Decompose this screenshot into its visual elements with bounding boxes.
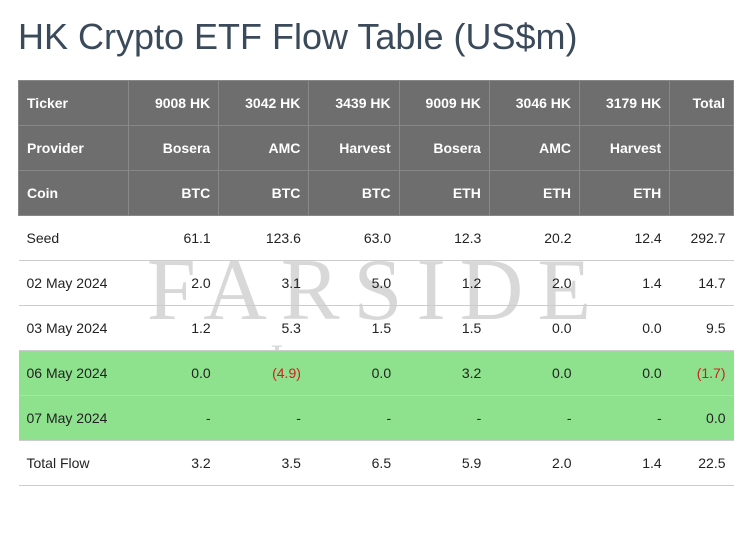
data-cell: 3.2 [129,441,219,486]
header-cell: AMC [489,126,579,171]
header-cell [670,126,734,171]
header-cell: BTC [129,171,219,216]
data-cell: 0.0 [670,396,734,441]
data-cell: 3.1 [219,261,309,306]
header-cell: 3179 HK [580,81,670,126]
data-cell: 0.0 [580,351,670,396]
table-container: FARSIDE Investors Ticker9008 HK3042 HK34… [18,80,734,486]
data-cell: (1.7) [670,351,734,396]
table-row: 07 May 2024------0.0 [19,396,734,441]
data-cell: 2.0 [489,441,579,486]
data-cell: - [489,396,579,441]
header-cell: ETH [580,171,670,216]
header-cell: 9009 HK [399,81,489,126]
data-cell: 5.3 [219,306,309,351]
data-cell: - [309,396,399,441]
data-cell: 3.2 [399,351,489,396]
header-cell: 9008 HK [129,81,219,126]
header-cell: Bosera [129,126,219,171]
data-cell: 1.5 [309,306,399,351]
table-body: Seed61.1123.663.012.320.212.4292.702 May… [19,216,734,486]
header-cell: BTC [219,171,309,216]
row-label: 03 May 2024 [19,306,129,351]
header-cell: ETH [399,171,489,216]
data-cell: 1.4 [580,261,670,306]
data-cell: 1.5 [399,306,489,351]
row-label: 02 May 2024 [19,261,129,306]
header-cell [670,171,734,216]
row-label: Seed [19,216,129,261]
data-cell: 0.0 [309,351,399,396]
table-head: Ticker9008 HK3042 HK3439 HK9009 HK3046 H… [19,81,734,216]
data-cell: 292.7 [670,216,734,261]
table-row: Total Flow3.23.56.55.92.01.422.5 [19,441,734,486]
data-cell: 12.3 [399,216,489,261]
data-cell: 0.0 [489,351,579,396]
data-cell: 14.7 [670,261,734,306]
data-cell: - [580,396,670,441]
row-label: Total Flow [19,441,129,486]
header-cell: Bosera [399,126,489,171]
data-cell: 1.4 [580,441,670,486]
data-cell: - [219,396,309,441]
header-cell: 3046 HK [489,81,579,126]
header-cell: Harvest [309,126,399,171]
table-row: 06 May 20240.0(4.9)0.03.20.00.0(1.7) [19,351,734,396]
row-label: 07 May 2024 [19,396,129,441]
data-cell: 20.2 [489,216,579,261]
header-cell: 3042 HK [219,81,309,126]
header-label: Provider [19,126,129,171]
data-cell: (4.9) [219,351,309,396]
data-cell: 61.1 [129,216,219,261]
table-row: 03 May 20241.25.31.51.50.00.09.5 [19,306,734,351]
header-cell: ETH [489,171,579,216]
row-label: 06 May 2024 [19,351,129,396]
data-cell: - [129,396,219,441]
data-cell: 5.0 [309,261,399,306]
data-cell: 123.6 [219,216,309,261]
table-header-row: ProviderBoseraAMCHarvestBoseraAMCHarvest [19,126,734,171]
data-cell: 1.2 [129,306,219,351]
data-cell: 2.0 [489,261,579,306]
table-header-row: CoinBTCBTCBTCETHETHETH [19,171,734,216]
header-cell: AMC [219,126,309,171]
header-cell: Total [670,81,734,126]
data-cell: 9.5 [670,306,734,351]
data-cell: - [399,396,489,441]
header-label: Coin [19,171,129,216]
data-cell: 22.5 [670,441,734,486]
page-title: HK Crypto ETF Flow Table (US$m) [18,16,734,58]
table-row: 02 May 20242.03.15.01.22.01.414.7 [19,261,734,306]
data-cell: 12.4 [580,216,670,261]
header-label: Ticker [19,81,129,126]
data-cell: 2.0 [129,261,219,306]
data-cell: 1.2 [399,261,489,306]
data-cell: 5.9 [399,441,489,486]
data-cell: 63.0 [309,216,399,261]
data-cell: 0.0 [580,306,670,351]
table-header-row: Ticker9008 HK3042 HK3439 HK9009 HK3046 H… [19,81,734,126]
header-cell: BTC [309,171,399,216]
data-cell: 6.5 [309,441,399,486]
data-cell: 0.0 [129,351,219,396]
header-cell: 3439 HK [309,81,399,126]
header-cell: Harvest [580,126,670,171]
table-row: Seed61.1123.663.012.320.212.4292.7 [19,216,734,261]
data-cell: 3.5 [219,441,309,486]
etf-flow-table: Ticker9008 HK3042 HK3439 HK9009 HK3046 H… [18,80,734,486]
data-cell: 0.0 [489,306,579,351]
